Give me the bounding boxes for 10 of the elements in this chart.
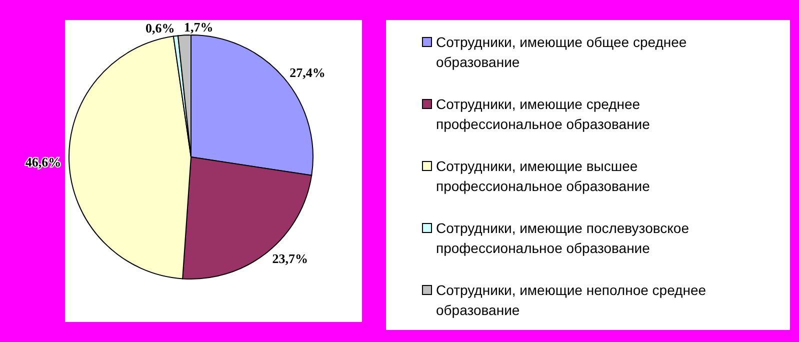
data-label: 23,7% bbox=[272, 250, 308, 266]
data-label: 27,4% bbox=[290, 64, 326, 80]
legend-label: Сотрудники, имеющие общее среднее образование bbox=[436, 33, 688, 72]
legend-label: Сотрудники, имеющие неполное среднее образование bbox=[436, 281, 708, 320]
data-label: 1,7% bbox=[184, 20, 214, 35]
data-label: 0,6% bbox=[145, 20, 175, 36]
legend-label: Сотрудники, имеющие послевузовское профессиональное образование bbox=[436, 219, 690, 258]
data-label: 46,6% bbox=[25, 154, 62, 170]
legend-label: Сотрудники, имеющие среднее профессиональное образование bbox=[436, 95, 651, 134]
legend-label: Сотрудники, имеющие высшее профессиональное образование bbox=[436, 157, 651, 196]
